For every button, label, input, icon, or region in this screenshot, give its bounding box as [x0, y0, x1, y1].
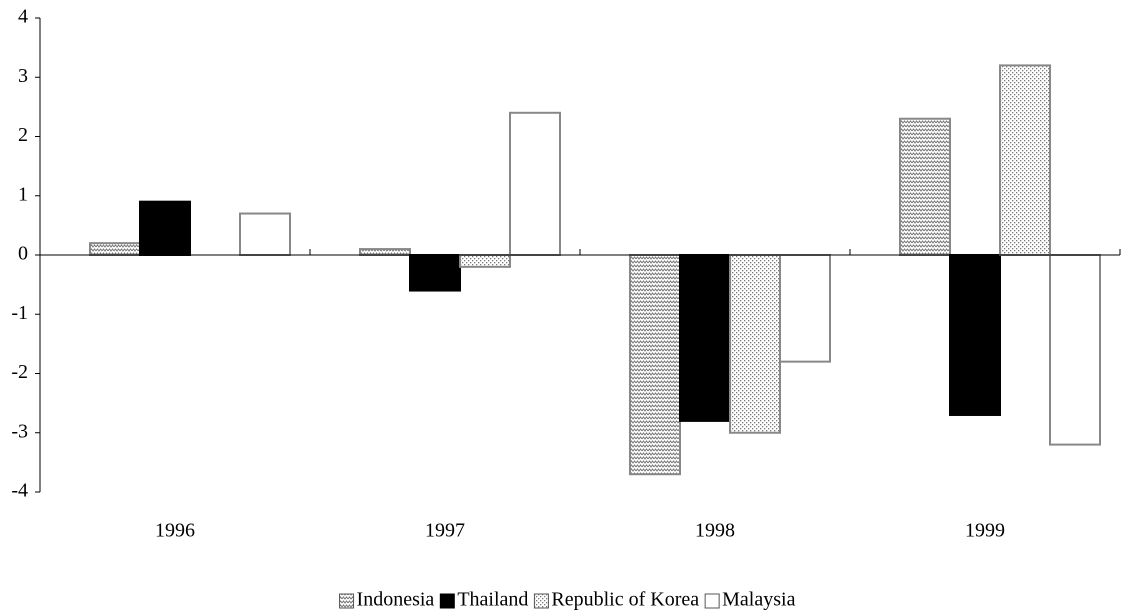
y-tick-label: -4	[11, 480, 28, 502]
legend-label: Malaysia	[722, 589, 795, 611]
bar	[459, 254, 511, 268]
bar	[1049, 254, 1101, 446]
bar	[729, 254, 781, 434]
bar	[999, 64, 1051, 257]
bar	[239, 212, 291, 256]
bar	[629, 254, 681, 476]
legend-label: Indonesia	[357, 589, 435, 611]
y-tick-label: 4	[18, 6, 28, 28]
bar	[139, 200, 191, 257]
y-tick-label: 1	[18, 183, 28, 205]
legend-swatch	[533, 593, 549, 609]
y-tick-label: 3	[18, 65, 28, 87]
bar	[679, 254, 731, 422]
bar	[949, 254, 1001, 416]
legend-swatch	[439, 593, 455, 609]
x-tick-label: 1997	[425, 520, 465, 542]
x-tick-label: 1998	[695, 520, 735, 542]
y-tick-label: -3	[11, 420, 28, 442]
legend-label: Thailand	[457, 589, 528, 611]
y-tick-label: 2	[18, 124, 28, 146]
x-tick-label: 1996	[155, 520, 195, 542]
y-tick-label: 0	[18, 243, 28, 265]
y-tick-label: -2	[11, 361, 28, 383]
y-tick-label: -1	[11, 302, 28, 324]
bar	[509, 111, 561, 256]
bar	[359, 248, 411, 256]
bar	[89, 242, 141, 256]
bar	[899, 117, 951, 256]
legend-label: Republic of Korea	[551, 589, 699, 611]
legend-swatch	[339, 593, 355, 609]
legend-swatch	[704, 593, 720, 609]
bar	[409, 254, 461, 292]
x-tick-label: 1999	[965, 520, 1005, 542]
bar	[779, 254, 831, 363]
